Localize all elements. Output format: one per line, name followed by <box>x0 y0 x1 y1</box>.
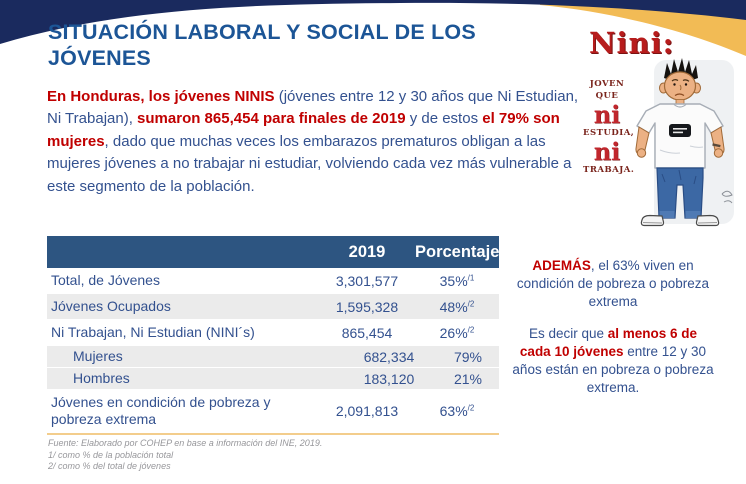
row-label: Hombres <box>73 370 130 386</box>
table-body: Total, de Jóvenes 3,301,577 35%/1 Jóvenes O… <box>47 268 499 433</box>
table-bottom-rule <box>47 433 499 435</box>
row-percentage: 35%/1 <box>439 272 475 289</box>
cartoon-word: ESTUDIA, <box>583 128 635 138</box>
left-sneaker <box>640 214 665 227</box>
footnote-marker: /2 <box>467 324 475 334</box>
table-row: Hombres 183,120 21% <box>47 368 499 390</box>
row-value-2019: 183,120 <box>363 370 415 387</box>
cartoon-word: QUE <box>595 91 619 101</box>
row-value-2019: 3,301,577 <box>335 272 399 289</box>
table-header-year: 2019 <box>348 242 386 261</box>
footnote-marker: /2 <box>467 298 475 308</box>
right-sneaker <box>695 214 720 227</box>
row-label: Jóvenes en condición de pobreza y pobrez… <box>51 394 271 427</box>
table-row: Ni Trabajan, Ni Estudian (NINI´s) 865,454… <box>47 320 499 346</box>
page-title: SITUACIÓN LABORAL Y SOCIAL DE LOS JÓVENE… <box>48 19 588 71</box>
aside-paragraph-2: Es decir que al menos 6 de cada 10 jóven… <box>512 325 714 397</box>
cartoon-word: ni <box>593 137 621 166</box>
intro-paragraph: En Honduras, los jóvenes NINIS (jóvenes … <box>47 86 579 198</box>
footnote-line: Fuente: Elaborado por COHEP en base a in… <box>48 438 323 448</box>
row-label: Total, de Jóvenes <box>51 272 160 288</box>
text-segment: En Honduras, los jóvenes NINIS <box>47 88 279 105</box>
row-percentage: 48%/2 <box>439 298 475 315</box>
text-segment: sumaron 865,454 para finales de 2019 <box>137 110 406 128</box>
cartoon-word: ni <box>593 100 621 129</box>
row-percentage: 26%/2 <box>439 324 475 341</box>
shirt-label <box>669 124 691 137</box>
row-value-2019: 2,091,813 <box>335 403 399 419</box>
table-header-label <box>47 248 319 256</box>
footnote-line: 1/ como % de la población total <box>48 449 174 460</box>
text-segment: entre 12 y 30 años están en pobreza o po… <box>512 344 714 395</box>
text-segment: al menos 6 de cada 10 jóvenes <box>519 326 698 359</box>
page-title-line2: JÓVENES <box>48 46 151 70</box>
page-title-line1: SITUACIÓN LABORAL Y SOCIAL DE LOS <box>48 20 476 44</box>
table-row: Mujeres 682,334 79% <box>47 346 499 368</box>
table-header-row: 2019 Porcentaje <box>47 236 499 268</box>
artist-signature <box>721 190 733 204</box>
text-segment: (jóvenes entre 12 y 30 años que Ni Estud… <box>47 88 579 128</box>
table-header-percentage: Porcentaje <box>415 242 500 261</box>
table-row: Total, de Jóvenes 3,301,577 35%/1 <box>47 268 499 294</box>
cartoon-word: TRABAJA. <box>583 165 635 175</box>
row-label: Mujeres <box>73 348 123 364</box>
footnote-line: 2/ como % del total de jóvenes <box>48 461 171 471</box>
text-segment: el 79% son mujeres <box>47 110 560 150</box>
footnote-marker: /2 <box>467 403 475 413</box>
nini-cartoon-title: Nini: <box>589 26 675 60</box>
table-row: Jóvenes Ocupados 1,595,328 48%/2 <box>47 294 499 320</box>
nini-cartoon: Nini: JOVEN QUE ni ESTUDIA, ni TRABAJA. <box>583 26 743 234</box>
row-value-2019: 682,334 <box>363 348 415 365</box>
row-value-2019: 865,454 <box>341 324 393 341</box>
nini-character-illustration <box>635 58 734 227</box>
row-label: Jóvenes Ocupados <box>51 298 171 314</box>
cartoon-word: JOVEN <box>589 79 625 89</box>
aside-paragraph-1: ADEMÁS, el 63% viven en condición de pob… <box>512 257 714 311</box>
text-segment: Es decir que <box>528 326 608 341</box>
poverty-aside: ADEMÁS, el 63% viven en condición de pob… <box>512 257 714 411</box>
table-row: Jóvenes en condición de pobreza y pobrez… <box>47 390 499 433</box>
row-value-2019: 1,595,328 <box>335 298 399 315</box>
row-percentage: 79% <box>453 348 483 365</box>
top-banner-wave <box>0 0 746 56</box>
row-percentage: 63%/2 <box>439 403 475 419</box>
banner-navy-wave <box>0 0 746 44</box>
youth-statistics-table: 2019 Porcentaje Total, de Jóvenes 3,301,5… <box>47 236 499 435</box>
row-percentage: 21% <box>453 370 483 387</box>
footnote-marker: /1 <box>467 272 475 282</box>
row-label: Ni Trabajan, Ni Estudian (NINI´s) <box>51 324 255 340</box>
text-segment: ADEMÁS <box>532 258 591 273</box>
text-segment: y de estos <box>405 110 483 128</box>
text-segment: , el 63% viven en condición de pobreza o… <box>516 258 710 309</box>
source-footnotes: Fuente: Elaborado por COHEP en base a in… <box>48 438 468 473</box>
nini-cartoon-caption: JOVEN QUE ni ESTUDIA, ni TRABAJA. <box>583 78 635 176</box>
text-segment: , dado que muchas veces los embarazos pr… <box>47 132 572 195</box>
